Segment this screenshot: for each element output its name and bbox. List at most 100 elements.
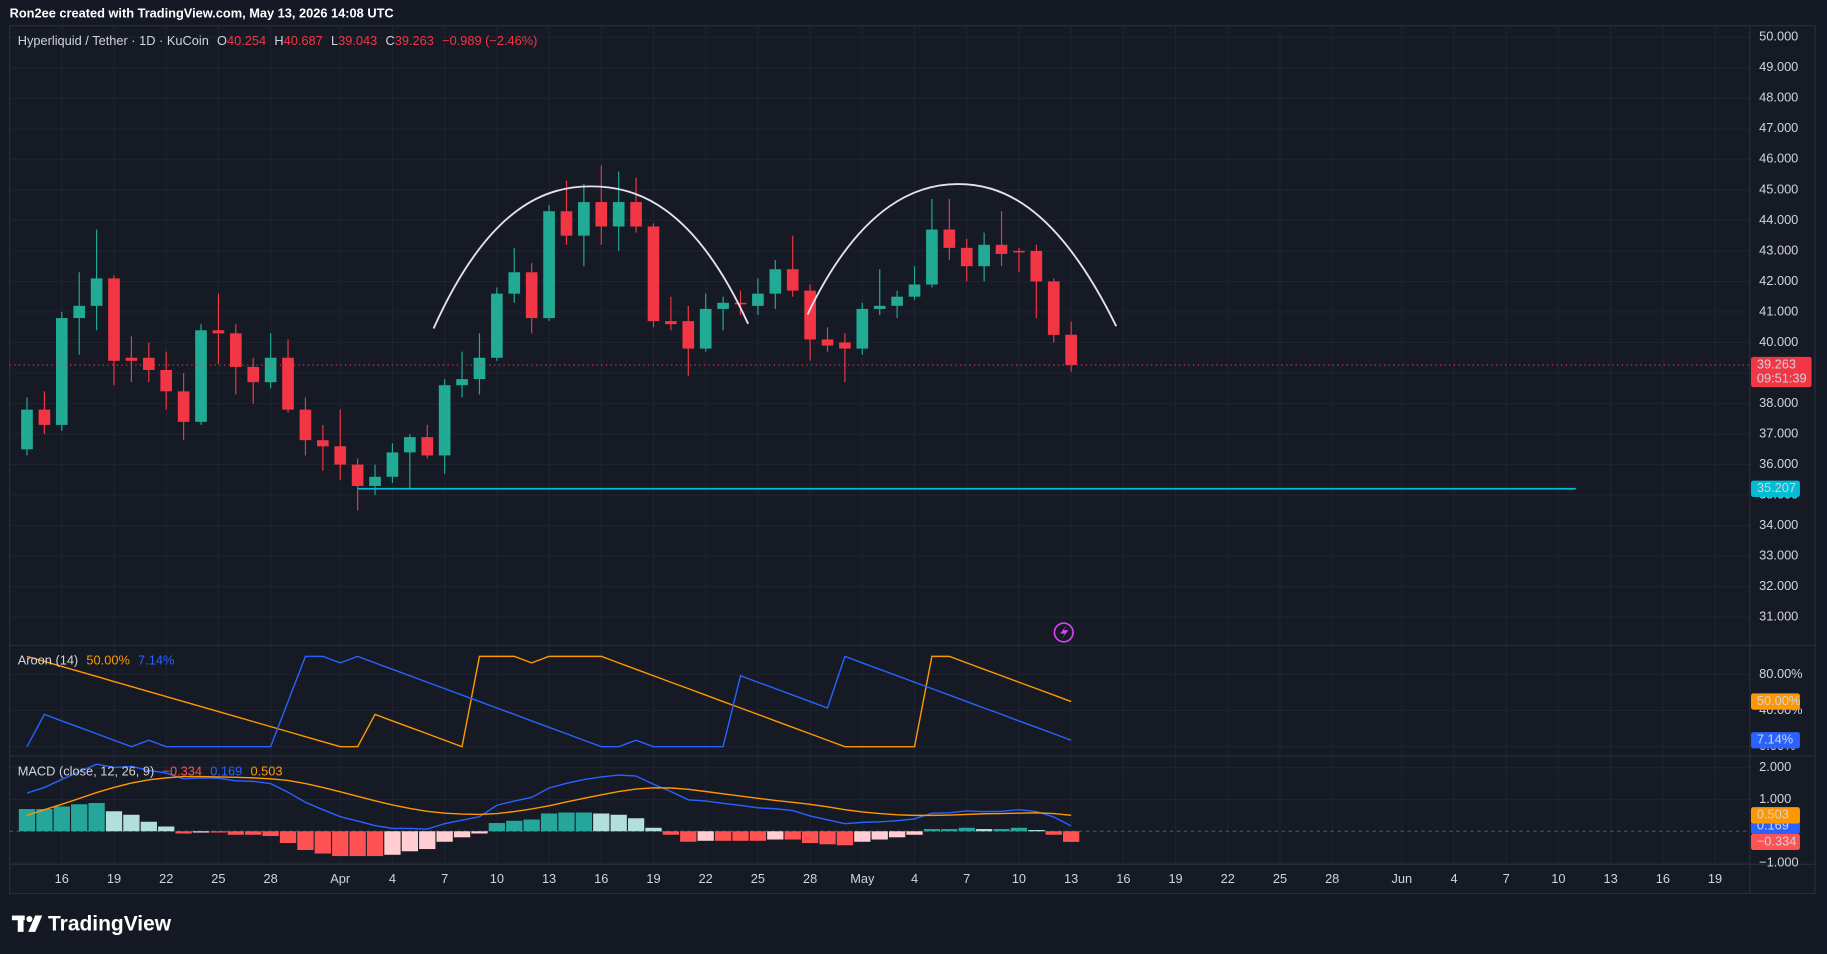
histogram-bar xyxy=(784,831,801,840)
pane-separators xyxy=(9,25,1816,894)
histogram-bar xyxy=(366,831,384,857)
histogram-bar xyxy=(871,831,888,840)
y-tick-label: 34.000 xyxy=(1759,517,1798,532)
indicator-value: −0.334 xyxy=(163,764,203,779)
histogram-bar xyxy=(488,823,506,832)
macd-legend: MACD (close, 12, 26, 9) −0.334 0.169 0.5… xyxy=(18,764,283,779)
candle-body xyxy=(995,244,1008,254)
x-tick-label: 13 xyxy=(1604,871,1618,886)
x-tick-label: Jun xyxy=(1391,871,1412,886)
histogram-bar xyxy=(453,831,471,838)
histogram-bar xyxy=(175,831,192,834)
histogram-bar xyxy=(958,827,975,832)
candle-body xyxy=(821,339,834,346)
histogram-bar xyxy=(697,831,714,841)
histogram-bar xyxy=(18,809,36,832)
ohlc-value: 39.263 xyxy=(395,33,434,48)
indicator-title: MACD (close, 12, 26, 9) xyxy=(18,764,155,779)
candle-body xyxy=(264,357,277,383)
countdown-label: 09:51:39 xyxy=(1757,370,1807,385)
candle-body xyxy=(473,357,486,380)
candle-body xyxy=(717,302,729,309)
x-tick-label: 16 xyxy=(1656,871,1670,886)
x-tick-label: 10 xyxy=(1012,871,1026,886)
x-tick-label: 7 xyxy=(441,871,448,886)
histogram-bar xyxy=(332,831,349,857)
histogram-bar xyxy=(471,831,488,834)
x-tick-label: 10 xyxy=(1551,871,1565,886)
candle-body xyxy=(734,302,747,305)
histogram-bar xyxy=(105,811,123,832)
x-tick-label: 16 xyxy=(1116,871,1130,886)
drawings xyxy=(432,183,1118,643)
indicator-value-label-box xyxy=(1751,833,1800,851)
labels-layer: 16 19 22 25 28 Apr 4 7 10 13 16 19 22 25 28 May 4 7 10 13 16… xyxy=(55,29,1812,886)
y-tick-label: 37.000 xyxy=(1759,425,1798,440)
x-tick-label: 22 xyxy=(699,871,713,886)
price-label-box xyxy=(1751,356,1812,388)
indicator-line xyxy=(26,655,1072,748)
change: −0.989 (−2.46%) xyxy=(442,33,537,48)
x-tick-label: 19 xyxy=(646,871,660,886)
x-tick-label: 22 xyxy=(159,871,173,886)
x-tick-label: 19 xyxy=(1708,871,1722,886)
candle-body xyxy=(421,437,434,456)
histogram-bar xyxy=(88,802,105,832)
candle-body xyxy=(1065,334,1077,365)
candle-body xyxy=(839,342,851,349)
candle-body xyxy=(299,409,312,441)
x-tick-label: 13 xyxy=(542,871,556,886)
histogram-bar xyxy=(245,831,262,835)
candle-body xyxy=(142,357,155,370)
indicator-value-label-box xyxy=(1751,732,1800,749)
ohlc-label: O xyxy=(217,33,227,48)
candle-body xyxy=(334,446,347,465)
y-tick-label: 80.00% xyxy=(1759,666,1802,681)
y-tick-label: 44.000 xyxy=(1759,212,1798,227)
histogram-bar xyxy=(1062,831,1080,842)
histogram-bar xyxy=(192,831,210,833)
histogram-bar xyxy=(384,831,401,855)
y-tick-label: 40.000 xyxy=(1759,334,1798,349)
ohlc-label: C xyxy=(385,33,394,48)
brand-name: TradingView xyxy=(48,912,172,935)
x-tick-label: 25 xyxy=(1273,871,1287,886)
histogram-bar xyxy=(158,826,175,832)
marks-layer xyxy=(9,165,1750,857)
candle-body xyxy=(578,202,590,236)
candle-body xyxy=(438,385,451,456)
candle-body xyxy=(351,464,364,486)
histogram-bar xyxy=(1028,829,1045,832)
histogram-bar xyxy=(401,831,419,852)
x-tick-label: 4 xyxy=(1450,871,1457,886)
candle-body xyxy=(73,305,86,319)
candle-body xyxy=(317,440,329,447)
histogram-bar xyxy=(941,829,958,832)
event-icon[interactable] xyxy=(1053,622,1074,643)
histogram-bar xyxy=(923,829,941,832)
histogram-bar xyxy=(227,831,244,835)
indicator-value: 0.503 xyxy=(251,764,283,779)
histogram-bar xyxy=(123,814,140,832)
y-tick-label: 1.000 xyxy=(1759,791,1791,806)
candle-body xyxy=(891,296,903,306)
indicator-value: 50.00% xyxy=(86,653,129,668)
histogram-bar xyxy=(575,812,593,832)
candle-body xyxy=(786,269,799,291)
y-tick-label: 50.000 xyxy=(1759,29,1798,44)
histogram-bar xyxy=(436,831,453,842)
arc-drawing xyxy=(432,185,749,329)
aroon-legend: Aroon (14) 50.00% 7.14% xyxy=(18,653,175,668)
histogram-bar xyxy=(523,819,540,832)
indicator-value-label-box xyxy=(1751,693,1800,710)
y-tick-label: 38.000 xyxy=(1759,395,1798,410)
x-tick-label: 25 xyxy=(751,871,765,886)
candle-body xyxy=(90,278,103,306)
histogram-bar xyxy=(801,831,819,844)
event-icon-bolt xyxy=(1060,625,1069,640)
histogram-bar xyxy=(906,831,923,835)
histogram-bar xyxy=(1010,827,1028,832)
candle-body xyxy=(752,293,764,306)
candle-body xyxy=(873,305,886,309)
x-tick-label: 13 xyxy=(1064,871,1078,886)
